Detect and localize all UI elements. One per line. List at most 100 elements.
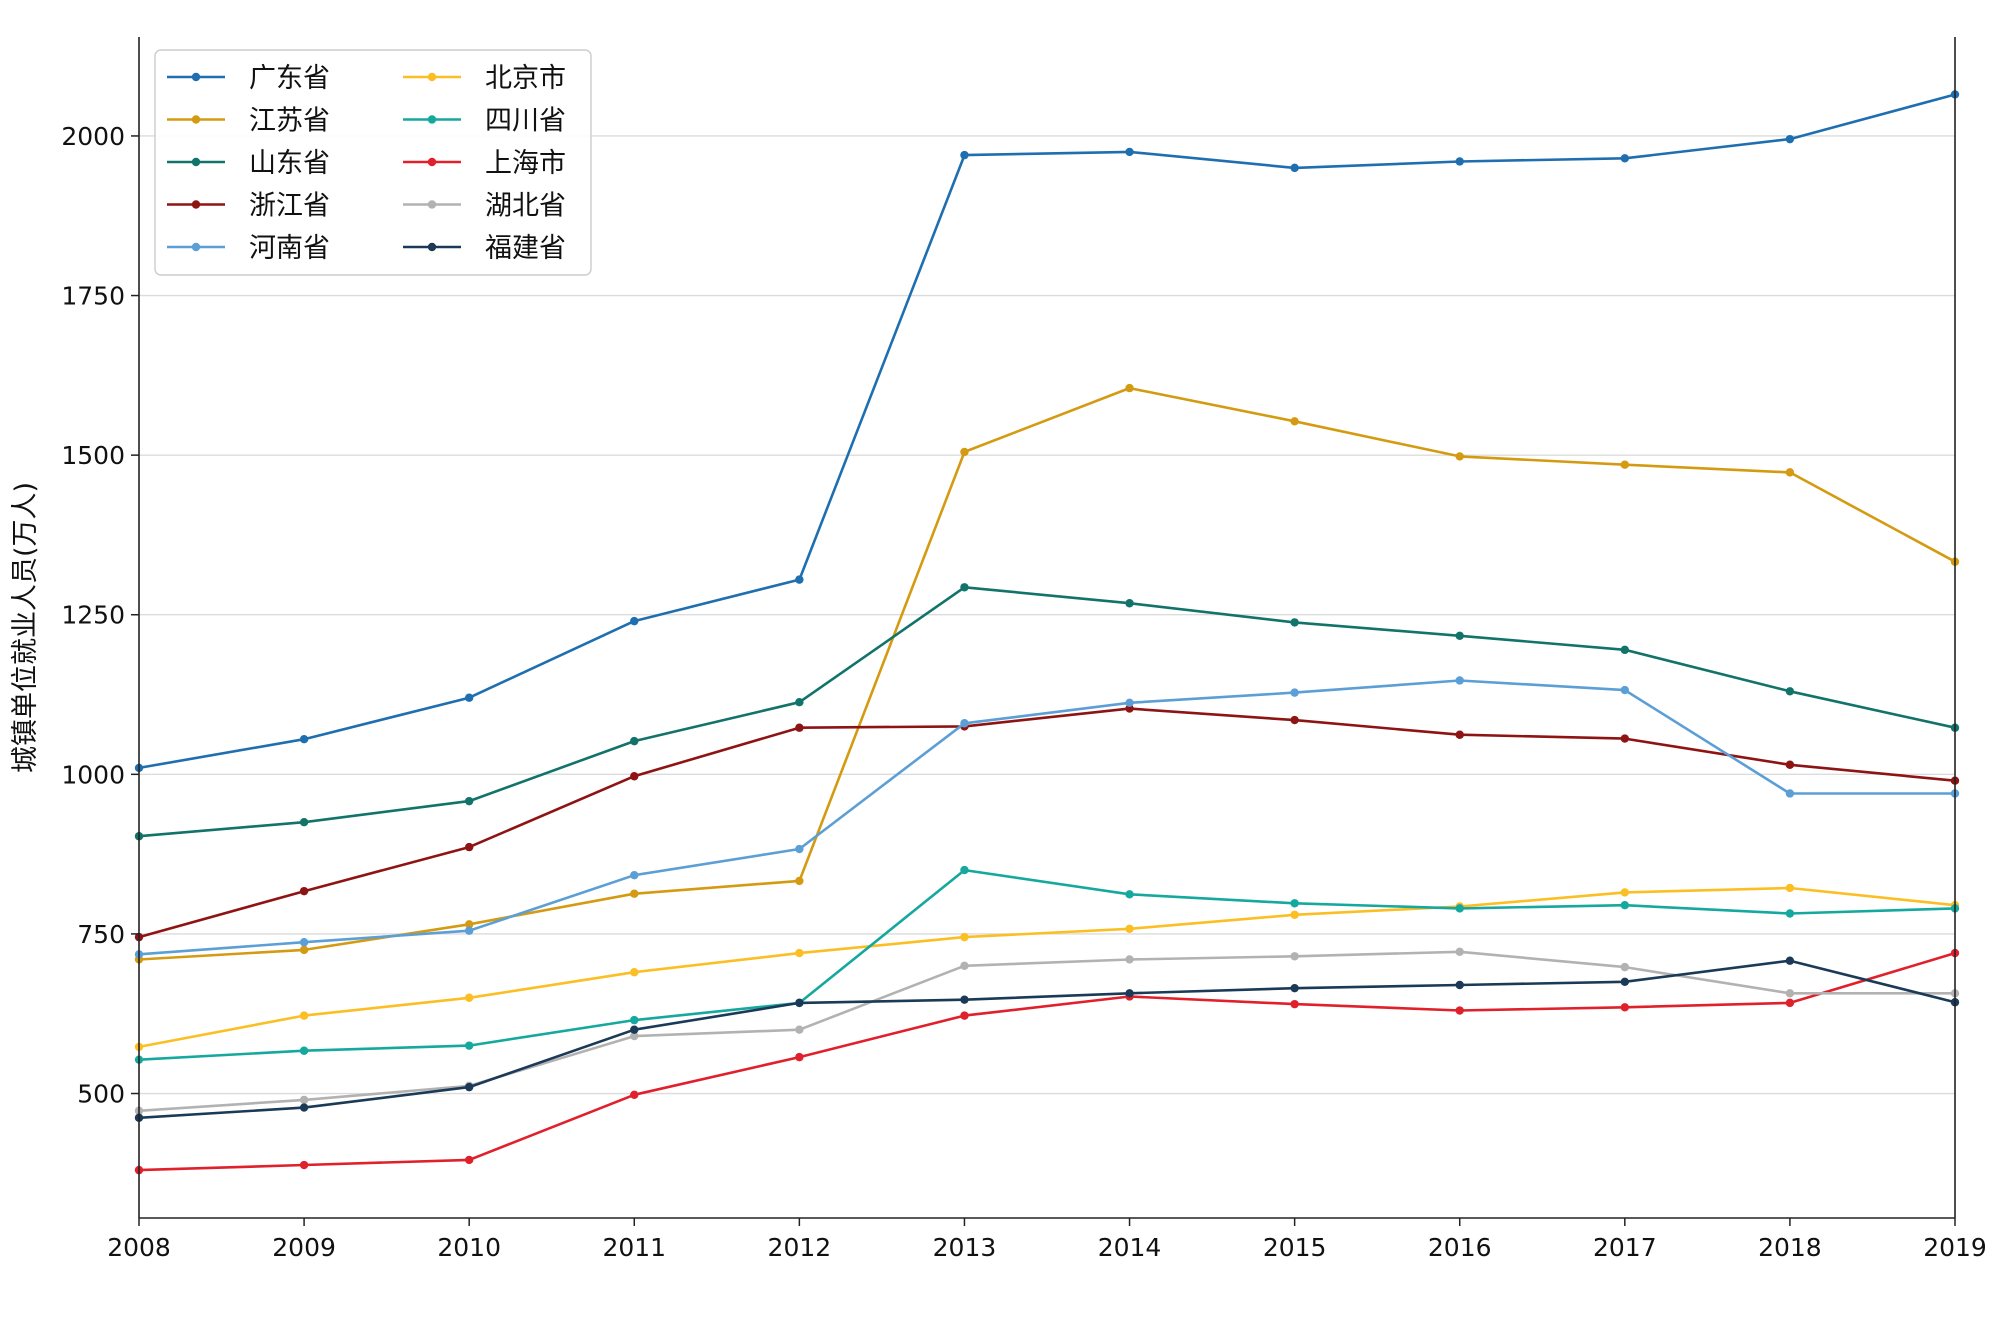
legend-marker <box>191 200 201 209</box>
series-6 <box>134 865 1960 1064</box>
x-tick-label: 2008 <box>107 1233 171 1262</box>
series-9 <box>134 956 1960 1122</box>
data-point <box>1785 989 1795 998</box>
data-point <box>795 1052 804 1062</box>
data-point <box>464 1082 474 1092</box>
legend-marker <box>427 242 437 252</box>
series-line <box>138 886 1956 1049</box>
data-point <box>630 968 639 977</box>
data-point <box>1785 687 1795 696</box>
gridlines <box>139 135 1955 1095</box>
y-tick-label: 1750 <box>61 282 125 311</box>
data-point <box>464 1041 474 1050</box>
x-tick-label: 2012 <box>768 1233 832 1262</box>
legend-label: 四川省 <box>485 106 566 137</box>
y-tick-label: 750 <box>77 920 125 949</box>
legend-item: 北京市 <box>403 63 566 94</box>
data-point <box>1125 989 1134 998</box>
data-point <box>464 693 474 702</box>
legend-label: 湖北省 <box>485 191 566 222</box>
x-tick-label: 2016 <box>1428 1233 1492 1262</box>
series-line <box>138 707 1956 939</box>
data-point <box>630 870 639 880</box>
data-point <box>1125 599 1134 608</box>
data-point <box>1290 899 1299 908</box>
legend-item: 湖北省 <box>403 191 566 222</box>
series-lines <box>134 90 1960 1175</box>
data-point <box>464 926 474 935</box>
data-point <box>795 697 804 707</box>
data-point <box>1785 883 1795 893</box>
data-point <box>1125 924 1134 934</box>
data-point <box>960 583 969 592</box>
data-point <box>1620 460 1630 469</box>
data-point <box>299 1046 309 1055</box>
series-7 <box>134 948 1960 1175</box>
data-point <box>1620 977 1630 986</box>
data-point <box>1620 154 1630 163</box>
legend-item: 四川省 <box>403 106 566 137</box>
data-point <box>299 1103 309 1112</box>
y-axis-title: 城镇单位就业人员(万人) <box>10 482 41 773</box>
data-point <box>1125 147 1134 157</box>
data-point <box>630 772 639 781</box>
series-0 <box>134 90 1960 773</box>
data-point <box>299 1011 309 1020</box>
data-point <box>630 616 639 626</box>
x-tick-label: 2015 <box>1263 1233 1327 1262</box>
data-point <box>1290 618 1299 627</box>
data-point <box>299 945 309 955</box>
series-2 <box>134 583 1960 841</box>
data-point <box>960 865 969 875</box>
legend-label: 江苏省 <box>249 106 330 137</box>
series-line <box>138 386 1956 961</box>
data-point <box>1620 962 1630 972</box>
legend-item: 河南省 <box>167 233 330 264</box>
legend-item: 上海市 <box>403 148 566 179</box>
data-point <box>1455 730 1464 739</box>
data-point <box>464 796 474 806</box>
data-point <box>1290 688 1299 697</box>
legend-item: 福建省 <box>403 233 566 264</box>
series-4 <box>134 676 1960 959</box>
data-point <box>1455 1006 1464 1015</box>
data-point <box>1125 890 1134 899</box>
x-tick-label: 2013 <box>933 1233 997 1262</box>
data-point <box>795 876 804 886</box>
y-tick-label: 1500 <box>61 441 125 470</box>
data-point <box>464 993 474 1002</box>
series-line <box>138 959 1956 1120</box>
data-point <box>1455 676 1464 685</box>
data-point <box>1455 947 1464 956</box>
legend-marker <box>427 115 437 124</box>
legend-label: 北京市 <box>485 63 566 94</box>
data-point <box>1290 163 1299 173</box>
data-point <box>1785 956 1795 965</box>
data-point <box>1620 685 1630 695</box>
legend-label: 浙江省 <box>249 191 330 222</box>
data-point <box>630 1031 639 1041</box>
data-point <box>1290 952 1299 961</box>
legend-marker <box>427 72 437 82</box>
data-point <box>1290 999 1299 1009</box>
data-point <box>1290 417 1299 426</box>
legend-box <box>154 49 592 276</box>
data-point <box>1455 452 1464 461</box>
data-point <box>630 1015 639 1025</box>
legend-label: 福建省 <box>485 233 566 264</box>
data-point <box>1785 134 1795 144</box>
data-point <box>1125 698 1134 708</box>
legend-label: 山东省 <box>249 148 330 179</box>
data-point <box>1620 1003 1630 1012</box>
x-tick-label: 2019 <box>1923 1233 1987 1262</box>
series-8 <box>134 947 1960 1115</box>
x-tick-label: 2018 <box>1758 1233 1822 1262</box>
data-point <box>1785 789 1795 798</box>
series-line <box>138 679 1955 956</box>
data-point <box>1620 645 1630 655</box>
data-point <box>1620 900 1630 910</box>
data-point <box>464 842 474 852</box>
data-point <box>795 723 804 732</box>
